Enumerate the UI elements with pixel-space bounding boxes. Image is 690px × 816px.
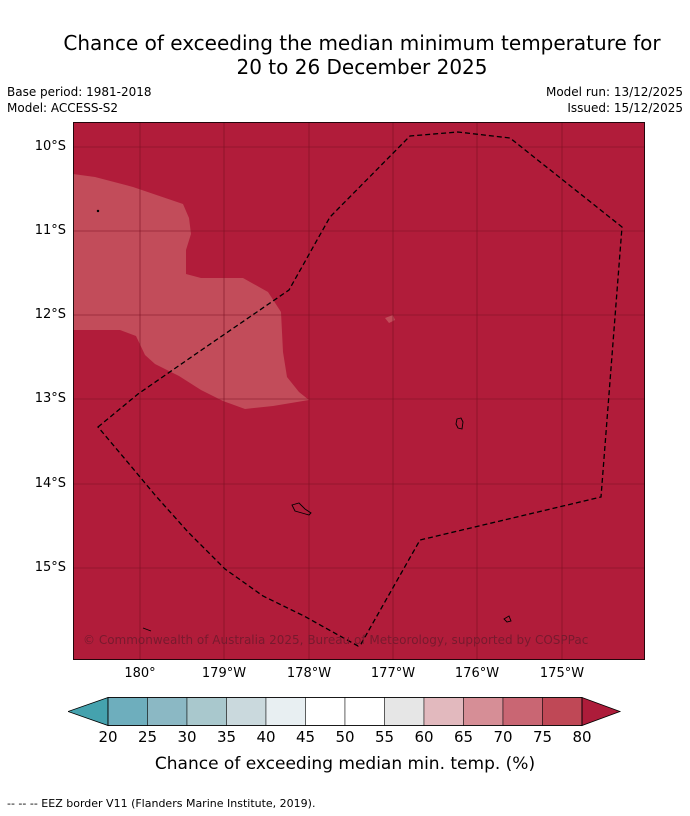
colorbar-cell — [344, 697, 385, 726]
colorbar-cell — [265, 697, 306, 726]
colorbar-cell — [384, 697, 425, 726]
lon-label-180: 180° — [124, 666, 156, 681]
colorbar-tick-label: 75 — [532, 728, 553, 746]
title-line-1: Chance of exceeding the median minimum t… — [63, 31, 661, 55]
island-outlines — [96, 209, 512, 632]
lat-label-11s: 11°S — [34, 223, 66, 238]
lon-label-175w: 175°W — [539, 666, 585, 681]
small-patch — [235, 310, 251, 327]
colorbar-outline — [107, 697, 583, 726]
island-1 — [455, 417, 464, 430]
tiny-patch — [385, 315, 395, 323]
copyright-text: © Commonwealth of Australia 2025, Bureau… — [83, 633, 589, 647]
colorbar-tick-label: 20 — [98, 728, 118, 746]
lat-label-15s: 15°S — [34, 560, 66, 575]
colorbar-cell — [502, 697, 543, 726]
colorbar-tick-label: 70 — [493, 728, 513, 746]
lon-label-176w: 176°W — [454, 666, 500, 681]
island-3 — [503, 615, 512, 623]
title-line-2: 20 to 26 December 2025 — [236, 55, 488, 79]
lon-label-178w: 178°W — [286, 666, 332, 681]
lower-probability-patch — [73, 174, 309, 409]
colorbar-cell — [186, 697, 227, 726]
model-run: Model run: 13/12/2025 — [545, 85, 683, 99]
lat-label-10s: 10°S — [34, 139, 66, 154]
lat-label-12s: 12°S — [34, 307, 66, 322]
eez-border-line — [97, 131, 623, 647]
colorbar-cell — [542, 697, 583, 726]
map-border — [73, 122, 645, 660]
colorbar-tick-label: 40 — [256, 728, 276, 746]
colorbar-extend-high — [581, 697, 622, 727]
eez-footnote: -- -- -- EEZ border V11 (Flanders Marine… — [7, 797, 316, 810]
lon-label-177w: 177°W — [370, 666, 416, 681]
chart-title: Chance of exceeding the median minimum t… — [0, 31, 690, 79]
colorbar-cell — [305, 697, 346, 726]
island-5 — [96, 209, 100, 213]
issued-date: Issued: 15/12/2025 — [567, 101, 683, 115]
colorbar-cells — [68, 697, 622, 727]
map-svg — [73, 122, 645, 660]
model-name: Model: ACCESS-S2 — [7, 101, 119, 115]
colorbar-tick-label: 55 — [374, 728, 395, 746]
colorbar-tick-label: 45 — [295, 728, 316, 746]
colorbar-tick-label: 80 — [572, 728, 592, 746]
colorbar-cell — [423, 697, 464, 726]
colorbar-tick-label: 35 — [216, 728, 237, 746]
colorbar-cell — [463, 697, 504, 726]
lat-label-13s: 13°S — [34, 391, 66, 406]
lon-label-179w: 179°W — [201, 666, 247, 681]
island-2 — [291, 502, 312, 516]
meta-left: Base period: 1981-2018 Model: ACCESS-S2 — [7, 84, 152, 116]
colorbar-title: Chance of exceeding median min. temp. (%… — [154, 754, 536, 774]
map-panel: © Commonwealth of Australia 2025, Bureau… — [73, 122, 645, 660]
gridlines — [73, 122, 645, 660]
colorbar-cell — [107, 697, 148, 726]
colorbar-tick-label: 65 — [453, 728, 474, 746]
island-4 — [142, 627, 152, 632]
base-period: Base period: 1981-2018 — [7, 85, 152, 99]
colorbar-extend-low — [68, 697, 109, 727]
colorbar-tick-label: 25 — [137, 728, 158, 746]
lat-label-14s: 14°S — [34, 476, 66, 491]
colorbar-tick-label: 50 — [335, 728, 355, 746]
colorbar-tick-label: 30 — [177, 728, 197, 746]
colorbar — [68, 697, 622, 727]
meta-right: Model run: 13/12/2025 Issued: 15/12/2025 — [546, 84, 683, 116]
colorbar-cell — [147, 697, 188, 726]
colorbar-tick-label: 60 — [414, 728, 434, 746]
colorbar-cell — [226, 697, 267, 726]
